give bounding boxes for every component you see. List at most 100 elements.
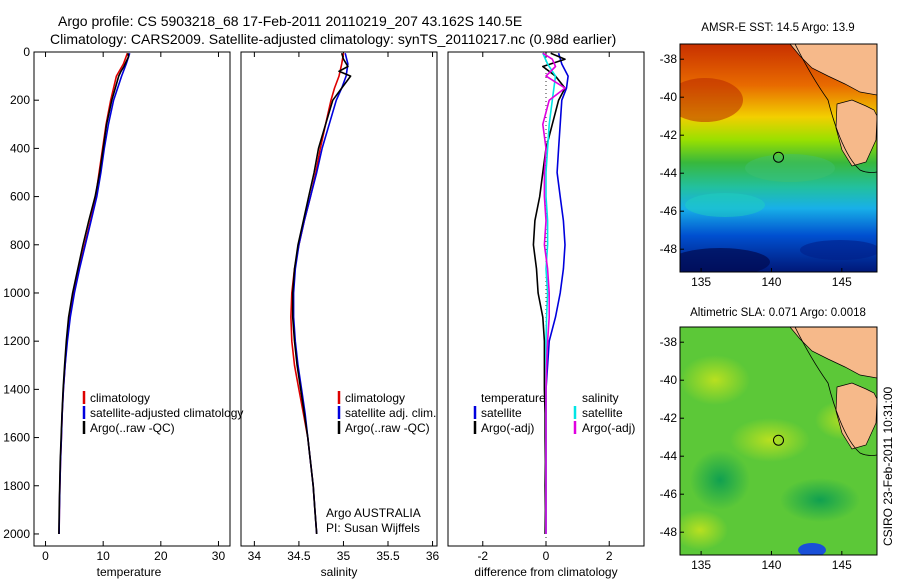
header-line1: Argo profile: CS 5903218_68 17-Feb-2011 … xyxy=(58,13,522,29)
lon-tick-label: 145 xyxy=(832,275,852,289)
x-tick-label: -2 xyxy=(477,549,488,563)
sla-low-patch xyxy=(780,478,860,522)
lat-tick-label: -44 xyxy=(660,166,678,180)
y-tick-label: 1400 xyxy=(3,382,30,396)
x-tick-label: 34 xyxy=(248,549,262,563)
y-tick-label: 600 xyxy=(10,190,30,204)
legend-label-sal-argo: Argo(-adj) xyxy=(582,421,635,435)
lat-tick-label: -40 xyxy=(660,90,678,104)
y-tick-label: 1200 xyxy=(3,334,30,348)
tasmania xyxy=(835,99,877,167)
sst-map-frame xyxy=(679,43,878,273)
series-line-temp-argo xyxy=(532,52,566,535)
y-tick-label: 400 xyxy=(10,141,30,155)
sla-high-patch xyxy=(680,510,728,550)
lat-tick-label: -38 xyxy=(660,52,678,66)
sst-lat-ticks: -38 -40 -42 -44 -46 -48 xyxy=(660,52,684,256)
lat-tick-label: -46 xyxy=(660,487,678,501)
series-line-climatology xyxy=(290,53,345,535)
temperature-panel: 0 200 400 600 800 1000 1200 1400 1600 1800 2000 0 1… xyxy=(3,45,243,579)
sla-map-frame xyxy=(679,326,878,556)
sla-blue-spot xyxy=(798,543,826,555)
lat-tick-label: -40 xyxy=(660,373,678,387)
x-tick-label: 20 xyxy=(154,549,168,563)
series-line-satellite xyxy=(292,53,349,535)
y-tick-label: 2000 xyxy=(3,527,30,541)
sla-high-patch xyxy=(730,418,810,462)
temperature-series xyxy=(58,52,131,535)
x-tick-label: 0 xyxy=(543,549,550,563)
lon-tick-label: 140 xyxy=(761,558,781,572)
lon-tick-label: 145 xyxy=(832,558,852,572)
salinity-series xyxy=(290,52,352,535)
legend-label-argo: Argo(..raw -QC) xyxy=(345,421,430,435)
legend-label-satellite: satellite-adjusted climatology xyxy=(90,406,243,420)
sst-lon-ticks: 135 140 145 xyxy=(691,268,852,289)
sla-lon-ticks: 135 140 145 xyxy=(691,551,852,572)
salinity-axes-frame xyxy=(240,51,438,547)
salinity-panel: 34 34.5 35 35.5 36 salinity climatology sate… xyxy=(240,51,440,579)
sla-map-title: Altimetric SLA: 0.071 Argo: 0.0018 xyxy=(690,307,866,319)
x-tick-label: 10 xyxy=(96,549,110,563)
shelf-contour xyxy=(794,327,877,456)
x-tick-label: 35 xyxy=(337,549,351,563)
lat-tick-label: -46 xyxy=(660,204,678,218)
salinity-xlabel: salinity xyxy=(321,565,358,579)
sst-map-title: AMSR-E SST: 14.5 Argo: 13.9 xyxy=(701,22,854,34)
sst-cold-patch xyxy=(680,248,770,272)
x-tick-label: 36 xyxy=(426,549,440,563)
difference-x-ticks: -2 0 2 xyxy=(477,52,613,563)
mainland-australia xyxy=(789,327,877,379)
difference-xlabel: difference from climatology xyxy=(474,565,617,579)
legend-label-satellite: satellite adj. clim. xyxy=(345,406,436,420)
legend-label-climatology: climatology xyxy=(90,391,150,405)
y-tick-label: 1800 xyxy=(3,479,30,493)
lat-tick-label: -48 xyxy=(660,525,678,539)
difference-legend: temperature satellite Argo(-adj) salinit… xyxy=(473,391,635,435)
sst-cold-patch-east xyxy=(800,240,877,260)
difference-series xyxy=(532,52,569,535)
argo-position-marker xyxy=(773,151,784,163)
header-line2: Climatology: CARS2009. Satellite-adjuste… xyxy=(50,31,616,47)
lat-tick-label: -44 xyxy=(660,449,678,463)
shelf-contour xyxy=(794,44,877,173)
lat-tick-label: -42 xyxy=(660,128,678,142)
salinity-x-ticks: 34 34.5 35 35.5 36 xyxy=(248,52,440,563)
legend-label-climatology: climatology xyxy=(345,391,405,405)
sst-warm-patch xyxy=(680,78,743,122)
y-tick-label: 1000 xyxy=(3,286,30,300)
series-line-argo xyxy=(291,52,352,535)
lat-tick-label: -48 xyxy=(660,242,678,256)
x-tick-label: 30 xyxy=(212,549,226,563)
sst-green-patch xyxy=(745,154,835,182)
temperature-axes-frame xyxy=(33,51,231,547)
series-line-argo xyxy=(58,53,130,535)
lon-tick-label: 135 xyxy=(691,275,711,289)
x-tick-label: 34.5 xyxy=(287,549,311,563)
y-tick-label: 800 xyxy=(10,238,30,252)
sst-cyan-patch xyxy=(685,193,765,217)
series-line-satellite xyxy=(58,52,131,535)
legend-label-sal-satellite: satellite xyxy=(582,406,623,420)
lon-tick-label: 140 xyxy=(761,275,781,289)
x-tick-label: 35.5 xyxy=(376,549,400,563)
series-line-sal-argo xyxy=(541,52,566,534)
series-line-climatology xyxy=(58,52,129,535)
legend-label-temp-argo: Argo(-adj) xyxy=(481,421,534,435)
tasmania xyxy=(835,382,877,450)
lat-tick-label: -38 xyxy=(660,335,678,349)
float-owner-annotation: Argo AUSTRALIA xyxy=(326,506,421,520)
y-tick-label: 0 xyxy=(23,45,30,59)
legend-label-argo: Argo(..raw -QC) xyxy=(90,421,175,435)
temperature-legend: climatology satellite-adjusted climatolo… xyxy=(82,391,243,435)
legend-title-temperature: temperature xyxy=(481,391,546,405)
temperature-x-ticks: 0 10 20 30 xyxy=(42,52,225,563)
mainland-australia xyxy=(789,44,877,96)
sla-low-patch xyxy=(690,450,750,510)
argo-position-marker xyxy=(773,434,784,446)
lon-tick-label: 135 xyxy=(691,558,711,572)
salinity-legend: climatology satellite adj. clim. Argo(..… xyxy=(337,391,436,435)
x-tick-label: 0 xyxy=(42,549,49,563)
lat-tick-label: -42 xyxy=(660,411,678,425)
legend-label-temp-satellite: satellite xyxy=(481,406,522,420)
